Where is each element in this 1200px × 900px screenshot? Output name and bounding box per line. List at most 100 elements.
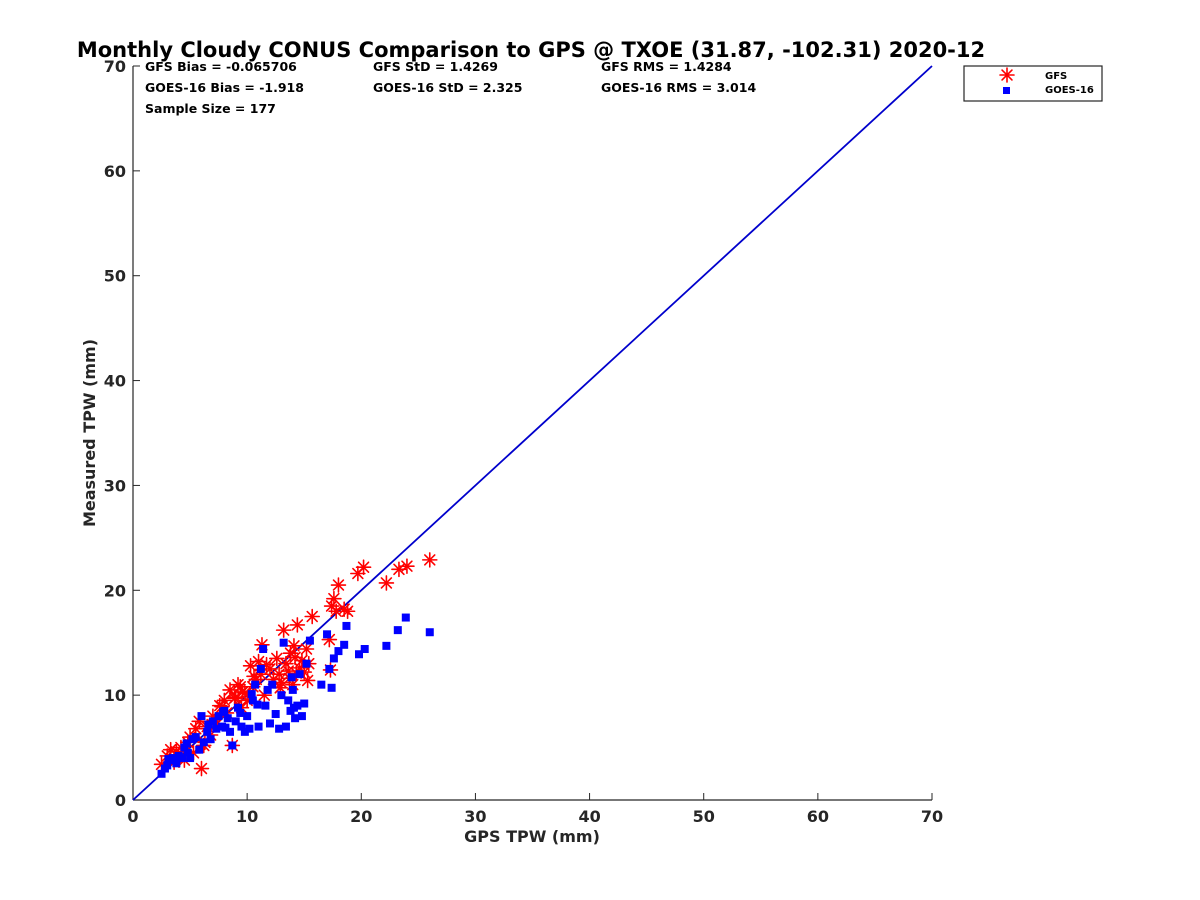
x-axis-label: GPS TPW (mm)	[464, 827, 600, 846]
legend: GFS GOES-16	[963, 65, 1103, 102]
plot-area: 0 10 20 30 40 50 60 70 0 10 20 30 40 50 60 70	[104, 57, 943, 826]
goes-16-point	[199, 738, 208, 747]
legend-box	[963, 65, 1103, 102]
goes-16-point	[206, 735, 215, 744]
goes-16-point	[360, 645, 369, 654]
goes-16-point	[329, 654, 338, 663]
gfs-point	[193, 760, 210, 777]
goes-16-point	[340, 640, 349, 649]
goes-16-point	[288, 685, 297, 694]
y-tick-label: 10	[104, 686, 126, 705]
goes-16-point	[277, 691, 286, 700]
x-tick-label: 10	[236, 807, 258, 826]
y-tick-label: 30	[104, 476, 126, 495]
goes-16-point	[263, 685, 272, 694]
gfs-point	[269, 650, 285, 667]
goes-16-point	[382, 641, 391, 650]
goes-16-point	[334, 647, 343, 656]
goes-16-series	[157, 613, 434, 778]
gfs-point	[226, 690, 243, 707]
x-tick-label: 40	[578, 807, 600, 826]
goes-16-point	[168, 754, 177, 763]
goes-16-point	[234, 703, 243, 712]
goes-16-point	[284, 696, 293, 705]
goes-16-point	[180, 743, 189, 752]
one-to-one-line	[132, 65, 933, 801]
goes-16-point	[291, 714, 300, 723]
goes-16-point	[295, 670, 304, 679]
goes-16-point	[253, 700, 262, 709]
goes-16-point	[236, 708, 245, 717]
goes-16-point	[157, 769, 166, 778]
x-tick-label: 30	[464, 807, 486, 826]
gfs-point	[299, 672, 316, 689]
legend-goes-16-marker	[1003, 87, 1010, 94]
goes-16-point	[223, 714, 232, 723]
gfs-point	[304, 608, 321, 625]
goes-16-point	[393, 626, 402, 635]
goes-16-point	[401, 613, 410, 622]
gfs-point	[234, 684, 251, 700]
goes-16-point	[163, 761, 172, 770]
goes-16-point	[289, 703, 298, 712]
goes-16-point	[323, 630, 332, 639]
goes-std-text: GOES-16 StD = 2.325	[373, 80, 522, 95]
legend-goes-16-label: GOES-16	[1045, 85, 1094, 96]
x-tick-label: 60	[807, 807, 829, 826]
legend-gfs-marker	[999, 67, 1015, 83]
legend-gfs-asterisk	[999, 67, 1015, 83]
gfs-point	[378, 575, 395, 591]
gfs-bias-text: GFS Bias = -0.065706	[145, 59, 297, 74]
gfs-rms-text: GFS RMS = 1.4284	[601, 59, 732, 74]
goes-16-point	[172, 759, 181, 768]
goes-16-point	[237, 722, 246, 731]
stats-annotations: GFS Bias = -0.065706 GOES-16 Bias = -1.9…	[145, 59, 756, 116]
goes-16-point	[231, 717, 240, 726]
y-tick-label: 50	[104, 267, 126, 286]
goes-16-point	[197, 712, 206, 721]
x-tick-label: 20	[350, 807, 372, 826]
goes-16-point	[228, 741, 237, 750]
x-tick-label: 70	[921, 807, 943, 826]
goes-16-point	[317, 680, 326, 689]
goes-16-point	[302, 659, 311, 668]
gfs-point	[258, 656, 275, 673]
goes-16-point	[183, 748, 192, 757]
goes-16-point	[195, 745, 204, 754]
goes-16-point	[325, 664, 334, 673]
goes-16-point	[268, 680, 277, 689]
gfs-point	[330, 577, 347, 593]
sample-size-text: Sample Size = 177	[145, 101, 276, 116]
x-tick-label: 50	[693, 807, 715, 826]
goes-16-point	[243, 712, 252, 721]
gfs-point	[339, 603, 356, 620]
y-tick-label: 70	[104, 57, 126, 76]
goes-16-point	[355, 650, 364, 659]
goes-16-point	[265, 719, 274, 728]
legend-gfs-label: GFS	[1045, 71, 1067, 82]
goes-16-point	[256, 664, 265, 673]
goes-16-point	[271, 710, 280, 719]
goes-16-point	[275, 724, 284, 733]
y-axis-label: Measured TPW (mm)	[80, 339, 99, 527]
goes-16-point	[287, 673, 296, 682]
gfs-point	[326, 590, 342, 607]
gfs-point	[286, 638, 302, 654]
goes-16-point	[186, 754, 195, 763]
goes-bias-text: GOES-16 Bias = -1.918	[145, 80, 304, 95]
chart-title: Monthly Cloudy CONUS Comparison to GPS @…	[77, 38, 985, 62]
goes-16-point	[248, 696, 257, 705]
gfs-point	[275, 622, 292, 638]
goes-16-point	[261, 701, 270, 710]
goes-16-point	[259, 645, 268, 654]
gfs-point	[289, 617, 306, 633]
goes-16-point	[327, 683, 336, 692]
goes-16-point	[191, 733, 200, 742]
goes-16-point	[208, 717, 217, 726]
goes-16-point	[212, 724, 221, 733]
goes-16-point	[182, 739, 191, 748]
goes-16-point	[226, 727, 235, 736]
goes-16-point	[279, 638, 288, 647]
gfs-point	[246, 668, 262, 685]
gfs-point	[421, 552, 438, 568]
